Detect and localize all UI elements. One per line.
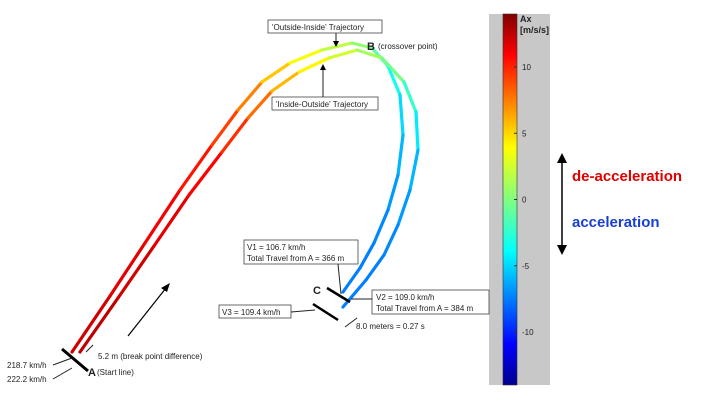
- speed-a2-label: 222.2 km/h: [7, 375, 47, 384]
- start-line: [61, 347, 89, 373]
- inside-outside-pointer-head: [320, 64, 326, 70]
- v1-line1: V1 = 106.7 km/h: [247, 243, 305, 252]
- break-diff-pointer: [85, 344, 94, 353]
- point-b-note: (crossover point): [378, 42, 438, 51]
- trajectory-segment: [143, 188, 182, 245]
- v3-pointer: [290, 309, 316, 313]
- trajectory-segment: [355, 48, 384, 60]
- speed-a1-label: 218.7 km/h: [7, 361, 47, 370]
- trajectory-segment: [386, 64, 402, 97]
- colorbar-ticks: 10 5 0 -5 -10: [514, 63, 534, 337]
- gap-pointer: [344, 317, 358, 328]
- trajectory-segment: [396, 188, 412, 227]
- trajectory-segment: [260, 61, 292, 84]
- trajectory-segment: [372, 208, 390, 245]
- trajectory-segment: [78, 296, 120, 354]
- decel-label: de-acceleration: [572, 168, 682, 185]
- trajectory-segment: [350, 41, 374, 50]
- speed-a2-pointer: [52, 367, 73, 380]
- trajectory-segment: [386, 173, 400, 212]
- colorbar-panel: [489, 14, 550, 385]
- v1-pointer: [337, 263, 342, 295]
- trajectory-segment: [358, 241, 376, 270]
- trajectory-segment: [108, 241, 147, 298]
- colorbar-label-line1: Ax: [520, 14, 532, 24]
- point-c-label: C: [313, 285, 321, 297]
- trajectory-segment: [414, 110, 420, 152]
- trajectory-segment: [320, 41, 354, 52]
- trajectory-segment: [382, 223, 400, 257]
- accel-label: acceleration: [572, 214, 660, 231]
- inside-outside-label: 'Inside-Outside' Trajectory: [276, 100, 368, 109]
- outside-inside-pointer-head: [333, 41, 339, 47]
- trajectory-segment: [270, 70, 301, 93]
- trajectory-segment: [380, 56, 406, 84]
- direction-arrow: [127, 287, 167, 337]
- inside-outside-box: [271, 96, 379, 111]
- gap-label: 8.0 meters = 0.27 s: [356, 322, 425, 331]
- trajectory-segment: [408, 148, 420, 192]
- trajectory-segment: [341, 266, 362, 294]
- trajectory-segment: [396, 133, 405, 177]
- point-b-label: B: [367, 41, 375, 53]
- trajectory-segment: [364, 253, 386, 282]
- point-a-label: A: [88, 367, 96, 379]
- v1-line2: Total Travel from A = 366 m: [247, 254, 344, 263]
- finish-line-v3: [312, 302, 339, 322]
- trajectory-segment: [116, 244, 156, 300]
- trajectory-segment: [178, 143, 214, 192]
- trajectory-segment: [288, 48, 324, 65]
- colorbar-tick-label: 0: [522, 196, 527, 205]
- trajectories: [70, 41, 420, 354]
- v2-box: [371, 289, 490, 315]
- trajectory-segment: [246, 89, 274, 120]
- v2-line2: Total Travel from A = 384 m: [376, 304, 473, 313]
- v1-box: [243, 239, 359, 265]
- colorbar-tick-label: 10: [522, 63, 531, 72]
- accel-arrow-head: [557, 245, 567, 255]
- trajectory-segment: [297, 56, 331, 74]
- speed-a1-pointer: [52, 357, 73, 366]
- trajectory-segment: [402, 80, 418, 114]
- point-a-note: (Start line): [97, 368, 134, 377]
- trajectory-segment: [70, 294, 112, 354]
- v3-label: V3 = 109.4 km/h: [222, 308, 280, 317]
- trajectory-segment: [210, 108, 240, 147]
- outside-inside-box: [267, 19, 383, 34]
- colorbar-tick-label: -10: [522, 328, 534, 337]
- decel-arrow-head: [557, 153, 567, 163]
- trajectory-segment: [236, 80, 264, 112]
- trajectory-segment: [327, 48, 359, 60]
- finish-line-v2: [326, 286, 351, 304]
- v2-line1: V2 = 109.0 km/h: [376, 293, 434, 302]
- colorbar-tick-label: 5: [522, 129, 527, 138]
- break-diff-label: 5.2 m (break point difference): [98, 352, 203, 361]
- outside-inside-label: 'Outside-Inside' Trajectory: [272, 23, 364, 32]
- direction-arrow-head: [161, 283, 170, 292]
- trajectory-segment: [341, 278, 368, 309]
- trajectory-segment: [220, 116, 250, 154]
- trajectory-segment: [187, 150, 224, 197]
- trajectory-segment: [398, 93, 405, 137]
- colorbar-tick-label: -5: [522, 262, 530, 271]
- trajectory-segment: [152, 193, 191, 248]
- colorbar-label-line2: [m/s/s]: [520, 25, 549, 35]
